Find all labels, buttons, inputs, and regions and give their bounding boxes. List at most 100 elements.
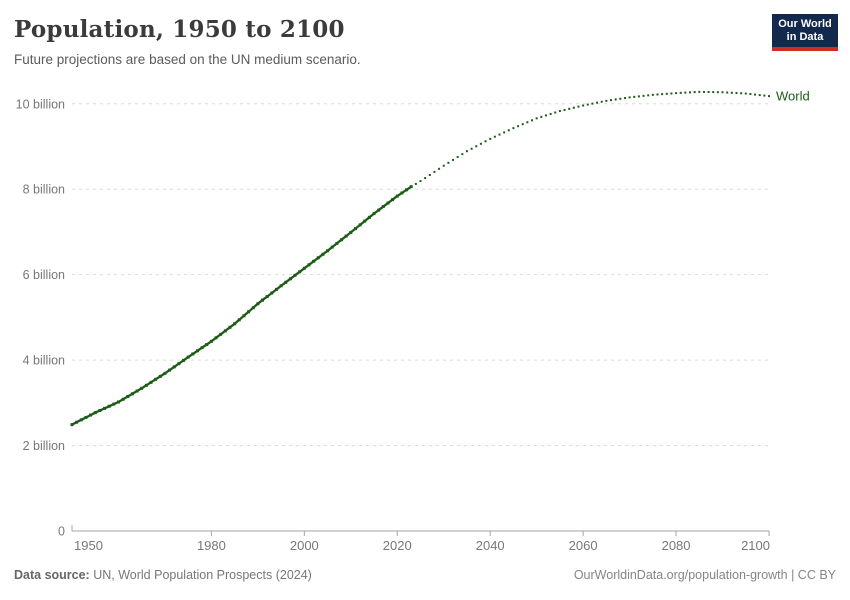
data-point[interactable] <box>140 386 144 390</box>
projection-point[interactable] <box>438 167 441 170</box>
projection-point[interactable] <box>730 91 733 94</box>
projection-point[interactable] <box>540 115 543 118</box>
projection-point[interactable] <box>763 94 766 97</box>
projection-point[interactable] <box>619 97 622 100</box>
projection-point[interactable] <box>452 158 455 161</box>
data-point[interactable] <box>251 306 255 310</box>
data-point[interactable] <box>84 415 88 419</box>
projection-point[interactable] <box>526 121 529 124</box>
projection-point[interactable] <box>442 164 445 167</box>
data-point[interactable] <box>293 273 297 277</box>
data-point[interactable] <box>298 270 302 274</box>
data-point[interactable] <box>163 371 167 375</box>
data-point[interactable] <box>335 241 339 245</box>
data-point[interactable] <box>377 208 381 212</box>
data-point[interactable] <box>205 342 209 346</box>
projection-point[interactable] <box>517 125 520 128</box>
data-point[interactable] <box>274 287 278 291</box>
data-point[interactable] <box>186 355 190 359</box>
projection-point[interactable] <box>535 117 538 120</box>
data-point[interactable] <box>237 318 241 322</box>
projection-point[interactable] <box>475 145 478 148</box>
data-point[interactable] <box>242 314 246 318</box>
data-point[interactable] <box>172 365 176 369</box>
projection-point[interactable] <box>605 99 608 102</box>
projection-point[interactable] <box>758 94 761 97</box>
data-point[interactable] <box>288 277 292 281</box>
projection-point[interactable] <box>433 170 436 173</box>
projection-point[interactable] <box>507 129 510 132</box>
projection-point[interactable] <box>521 123 524 126</box>
projection-point[interactable] <box>596 101 599 104</box>
projection-point[interactable] <box>582 104 585 107</box>
data-point[interactable] <box>154 377 158 381</box>
projection-point[interactable] <box>684 91 687 94</box>
projection-point[interactable] <box>586 103 589 106</box>
series-label-world[interactable]: World <box>776 89 810 104</box>
data-point[interactable] <box>126 395 130 399</box>
data-point[interactable] <box>182 358 186 362</box>
data-point[interactable] <box>316 256 320 260</box>
data-point[interactable] <box>121 397 125 401</box>
projection-point[interactable] <box>461 153 464 156</box>
projection-point[interactable] <box>628 96 631 99</box>
projection-point[interactable] <box>600 100 603 103</box>
projection-point[interactable] <box>735 92 738 95</box>
projection-point[interactable] <box>614 98 617 101</box>
data-point[interactable] <box>284 280 288 284</box>
projection-point[interactable] <box>716 91 719 94</box>
projection-point[interactable] <box>498 133 501 136</box>
projection-point[interactable] <box>661 93 664 96</box>
projection-point[interactable] <box>754 93 757 96</box>
data-point[interactable] <box>89 413 93 417</box>
projection-point[interactable] <box>637 95 640 98</box>
projection-point[interactable] <box>531 119 534 122</box>
data-point[interactable] <box>405 188 409 192</box>
projection-point[interactable] <box>572 106 575 109</box>
data-point[interactable] <box>344 234 348 238</box>
owid-url-license[interactable]: OurWorldinData.org/population-growth | C… <box>573 568 836 582</box>
data-point[interactable] <box>93 411 97 415</box>
data-point[interactable] <box>302 266 306 270</box>
projection-point[interactable] <box>712 91 715 94</box>
data-point[interactable] <box>340 238 344 242</box>
projection-point[interactable] <box>591 102 594 105</box>
projection-point[interactable] <box>707 91 710 94</box>
data-point[interactable] <box>381 205 385 209</box>
projection-point[interactable] <box>544 114 547 117</box>
data-point[interactable] <box>158 374 162 378</box>
projection-point[interactable] <box>679 91 682 94</box>
projection-point[interactable] <box>693 91 696 94</box>
data-point[interactable] <box>312 259 316 263</box>
projection-point[interactable] <box>689 91 692 94</box>
projection-point[interactable] <box>447 161 450 164</box>
data-point[interactable] <box>135 389 139 393</box>
data-point[interactable] <box>107 404 111 408</box>
projection-point[interactable] <box>554 111 557 114</box>
data-point[interactable] <box>395 194 399 198</box>
data-point[interactable] <box>270 291 274 295</box>
projection-point[interactable] <box>456 156 459 159</box>
projection-point[interactable] <box>651 93 654 96</box>
projection-point[interactable] <box>563 108 566 111</box>
data-point[interactable] <box>75 420 79 424</box>
projection-point[interactable] <box>568 107 571 110</box>
data-point[interactable] <box>223 329 227 333</box>
projection-point[interactable] <box>768 95 770 98</box>
data-point[interactable] <box>195 349 199 353</box>
projection-point[interactable] <box>670 92 673 95</box>
data-point[interactable] <box>353 227 357 231</box>
owid-logo[interactable]: Our World in Data <box>772 14 838 51</box>
projection-point[interactable] <box>647 94 650 97</box>
data-point[interactable] <box>265 295 269 299</box>
projection-point[interactable] <box>642 94 645 97</box>
data-point[interactable] <box>177 362 181 366</box>
data-point[interactable] <box>391 198 395 202</box>
data-point[interactable] <box>214 336 218 340</box>
projection-point[interactable] <box>465 150 468 153</box>
data-point[interactable] <box>209 339 213 343</box>
projection-point[interactable] <box>698 90 701 93</box>
data-point[interactable] <box>130 392 134 396</box>
data-point[interactable] <box>372 212 376 216</box>
projection-point[interactable] <box>549 112 552 115</box>
